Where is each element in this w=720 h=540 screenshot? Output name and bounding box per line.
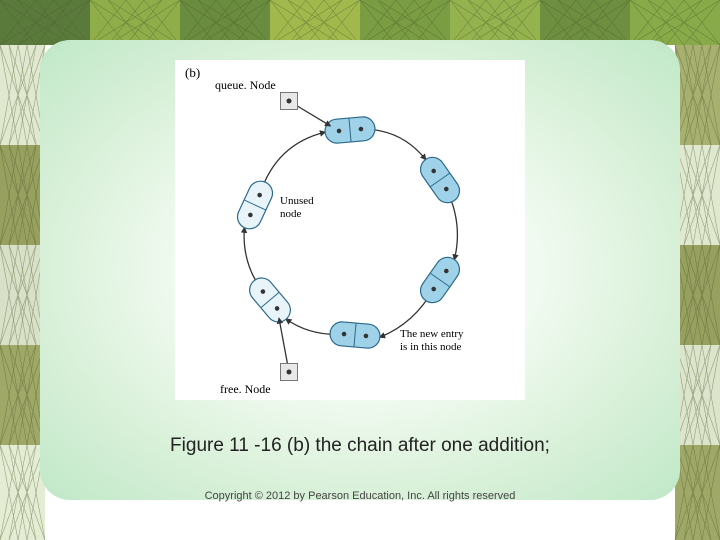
freeNode-pointer-box <box>280 363 298 381</box>
new-entry-label: The new entryis in this node <box>400 328 464 354</box>
figure-caption: Figure 11 -16 (b) the chain after one ad… <box>0 435 720 457</box>
unused-node-label: Unusednode <box>280 195 314 221</box>
chain-node <box>245 273 296 327</box>
panel-label: (b) <box>185 65 200 81</box>
queueNode-pointer-box <box>280 92 298 110</box>
copyright-text: Copyright © 2012 by Pearson Education, I… <box>0 490 720 502</box>
queueNode-label: queue. Node <box>215 78 276 93</box>
chain-node <box>416 153 464 208</box>
chain-node <box>329 321 381 349</box>
chain-node <box>234 177 277 232</box>
freeNode-label: free. Node <box>220 382 271 397</box>
diagram-panel: (b) queue. Node free. Node Unusednode The n… <box>175 60 525 400</box>
circular-chain-diagram <box>175 60 525 400</box>
chain-node <box>324 116 376 144</box>
chain-node <box>416 253 464 308</box>
